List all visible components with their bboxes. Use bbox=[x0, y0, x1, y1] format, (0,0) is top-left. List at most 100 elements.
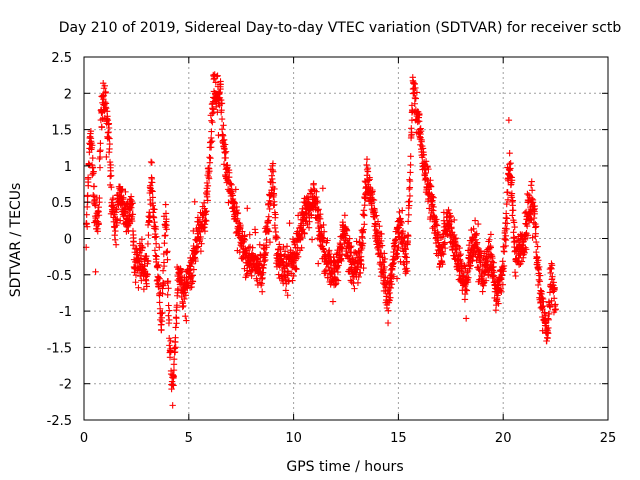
data-point bbox=[319, 234, 326, 241]
data-point bbox=[416, 110, 423, 118]
data-point bbox=[384, 319, 392, 327]
data-point bbox=[451, 216, 458, 224]
data-point bbox=[272, 228, 279, 236]
data-point bbox=[341, 212, 349, 219]
data-point bbox=[258, 288, 266, 295]
data-point bbox=[495, 300, 502, 307]
data-point bbox=[379, 268, 386, 275]
data-point bbox=[506, 173, 514, 180]
data-point bbox=[203, 208, 210, 215]
data-point bbox=[172, 334, 179, 341]
data-point bbox=[108, 183, 115, 191]
data-point bbox=[154, 264, 161, 271]
data-point bbox=[411, 80, 418, 88]
data-point bbox=[95, 219, 102, 227]
data-point bbox=[551, 284, 558, 291]
data-point bbox=[503, 220, 511, 227]
data-point bbox=[337, 241, 344, 248]
data-point bbox=[366, 176, 373, 183]
data-point bbox=[351, 285, 358, 292]
data-point bbox=[386, 289, 393, 297]
data-point bbox=[502, 242, 509, 250]
data-point bbox=[208, 137, 216, 145]
data-point bbox=[221, 148, 228, 156]
data-point bbox=[394, 253, 401, 260]
data-point bbox=[124, 211, 132, 219]
data-point bbox=[374, 229, 381, 236]
data-point bbox=[133, 245, 140, 253]
data-point bbox=[541, 309, 548, 316]
data-point bbox=[280, 243, 287, 251]
data-point bbox=[503, 200, 510, 208]
data-point bbox=[182, 313, 189, 320]
data-point bbox=[143, 252, 150, 260]
data-point bbox=[511, 223, 518, 231]
data-point bbox=[143, 283, 150, 290]
data-point bbox=[102, 104, 110, 112]
data-point bbox=[501, 236, 509, 243]
data-point bbox=[181, 289, 189, 296]
data-point bbox=[122, 188, 129, 196]
data-point bbox=[96, 164, 104, 171]
y-tick-label: -1.5 bbox=[47, 341, 72, 356]
data-point bbox=[476, 248, 484, 256]
data-point bbox=[440, 251, 447, 258]
data-point bbox=[281, 248, 289, 255]
data-point bbox=[263, 244, 270, 251]
data-point bbox=[506, 160, 513, 168]
data-point bbox=[453, 242, 460, 249]
data-point bbox=[361, 202, 368, 209]
data-point bbox=[528, 195, 536, 203]
data-point bbox=[441, 244, 449, 252]
data-point bbox=[393, 250, 400, 257]
data-point bbox=[389, 263, 397, 270]
x-tick-label: 5 bbox=[185, 431, 193, 446]
data-point bbox=[425, 165, 432, 173]
data-point bbox=[470, 225, 477, 233]
data-point bbox=[144, 271, 151, 278]
data-point bbox=[95, 204, 102, 211]
data-point bbox=[504, 196, 512, 203]
data-point bbox=[290, 238, 298, 245]
data-point bbox=[345, 239, 353, 246]
data-point bbox=[490, 268, 498, 276]
data-point bbox=[248, 272, 255, 280]
data-point bbox=[404, 237, 411, 245]
data-point bbox=[453, 248, 460, 256]
data-point bbox=[208, 128, 215, 135]
data-point bbox=[218, 106, 225, 114]
data-point bbox=[550, 279, 557, 286]
data-point bbox=[221, 141, 229, 148]
data-point bbox=[427, 183, 435, 190]
data-point bbox=[201, 221, 209, 228]
data-point bbox=[170, 355, 178, 363]
x-tick-labels: 0 5 10 15 20 25 bbox=[80, 431, 616, 446]
data-point bbox=[104, 116, 112, 124]
data-point bbox=[532, 238, 540, 246]
data-point bbox=[376, 222, 383, 230]
data-point bbox=[107, 172, 115, 179]
data-point bbox=[421, 170, 428, 178]
data-point bbox=[364, 168, 372, 175]
data-point bbox=[395, 244, 402, 251]
data-point bbox=[162, 201, 169, 208]
data-point bbox=[536, 272, 544, 279]
data-point bbox=[430, 194, 437, 201]
data-point bbox=[385, 307, 392, 314]
data-point bbox=[190, 266, 198, 273]
data-point bbox=[374, 218, 382, 225]
data-point bbox=[499, 266, 506, 273]
data-point bbox=[536, 278, 544, 285]
data-point bbox=[361, 221, 368, 228]
data-point bbox=[152, 225, 160, 233]
data-point bbox=[363, 155, 371, 163]
data-point bbox=[158, 327, 165, 334]
data-point bbox=[545, 310, 553, 318]
data-point bbox=[144, 258, 152, 265]
data-point bbox=[412, 95, 420, 102]
data-point bbox=[486, 245, 493, 253]
data-point bbox=[222, 154, 229, 162]
data-point bbox=[206, 159, 214, 166]
data-point bbox=[182, 292, 190, 299]
data-point bbox=[395, 233, 402, 240]
